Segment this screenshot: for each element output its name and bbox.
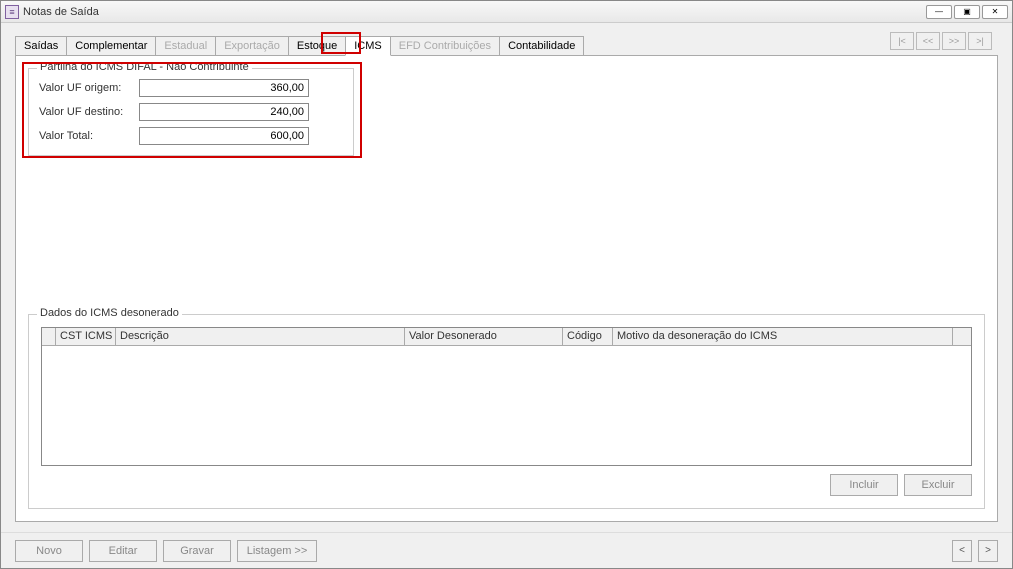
btn-novo[interactable]: Novo <box>15 540 83 562</box>
nav-first-button[interactable]: |< <box>890 32 914 50</box>
fieldset-desonerado: Dados do ICMS desonerado CST ICMS Descri… <box>28 314 985 509</box>
window-title: Notas de Saída <box>23 6 926 18</box>
window-root: Notas de Saída — ▣ ✕ Saídas Complementar… <box>0 0 1013 569</box>
th-motivo[interactable]: Motivo da desoneração do ICMS <box>613 328 953 346</box>
app-icon <box>5 5 19 19</box>
tab-icms[interactable]: ICMS <box>345 36 391 56</box>
tab-contabilidade[interactable]: Contabilidade <box>499 36 584 55</box>
close-button[interactable]: ✕ <box>982 5 1008 19</box>
window-controls: — ▣ ✕ <box>926 5 1008 19</box>
btn-excluir[interactable]: Excluir <box>904 474 972 496</box>
table-head: CST ICMS Descrição Valor Desonerado Códi… <box>42 328 971 346</box>
tab-panel-icms: Partilha do ICMS DIFAL - Não Contribuint… <box>15 55 998 522</box>
th-cst[interactable]: CST ICMS <box>56 328 116 346</box>
content-area: Saídas Complementar Estadual Exportação … <box>1 23 1012 532</box>
th-row-marker <box>42 328 56 346</box>
nav-prev-button[interactable]: << <box>916 32 940 50</box>
th-codigo[interactable]: Código <box>563 328 613 346</box>
btn-gravar[interactable]: Gravar <box>163 540 231 562</box>
fieldset-desonerado-legend: Dados do ICMS desonerado <box>37 307 182 319</box>
titlebar: Notas de Saída — ▣ ✕ <box>1 1 1012 23</box>
label-uf-origem: Valor UF origem: <box>39 82 139 94</box>
table-desonerado: CST ICMS Descrição Valor Desonerado Códi… <box>41 327 972 466</box>
tab-estadual: Estadual <box>155 36 216 55</box>
tab-complementar[interactable]: Complementar <box>66 36 156 55</box>
footer-nav-next[interactable]: > <box>978 540 998 562</box>
nav-next-button[interactable]: >> <box>942 32 966 50</box>
tab-saidas[interactable]: Saídas <box>15 36 67 55</box>
footer: Novo Editar Gravar Listagem >> < > <box>1 532 1012 568</box>
spacer <box>28 164 985 314</box>
row-uf-origem: Valor UF origem: <box>39 79 343 97</box>
tab-nav-buttons: |< << >> >| <box>890 32 992 50</box>
input-uf-origem[interactable] <box>139 79 309 97</box>
footer-nav-prev[interactable]: < <box>952 540 972 562</box>
nav-last-button[interactable]: >| <box>968 32 992 50</box>
tab-row: Saídas Complementar Estadual Exportação … <box>15 33 998 55</box>
input-uf-destino[interactable] <box>139 103 309 121</box>
minimize-button[interactable]: — <box>926 5 952 19</box>
btn-incluir[interactable]: Incluir <box>830 474 898 496</box>
fieldset-partilha-legend: Partilha do ICMS DIFAL - Não Contribuint… <box>37 61 252 73</box>
th-valor[interactable]: Valor Desonerado <box>405 328 563 346</box>
maximize-button[interactable]: ▣ <box>954 5 980 19</box>
table-body <box>42 346 971 465</box>
fieldset-partilha: Partilha do ICMS DIFAL - Não Contribuint… <box>28 68 354 156</box>
tab-estoque[interactable]: Estoque <box>288 36 346 55</box>
input-total[interactable] <box>139 127 309 145</box>
desonerado-buttons: Incluir Excluir <box>41 474 972 496</box>
tab-efd: EFD Contribuições <box>390 36 500 55</box>
tab-exportacao: Exportação <box>215 36 289 55</box>
th-descricao[interactable]: Descrição <box>116 328 405 346</box>
label-uf-destino: Valor UF destino: <box>39 106 139 118</box>
row-total: Valor Total: <box>39 127 343 145</box>
btn-editar[interactable]: Editar <box>89 540 157 562</box>
btn-listagem[interactable]: Listagem >> <box>237 540 317 562</box>
th-spacer <box>953 328 971 346</box>
row-uf-destino: Valor UF destino: <box>39 103 343 121</box>
label-total: Valor Total: <box>39 130 139 142</box>
